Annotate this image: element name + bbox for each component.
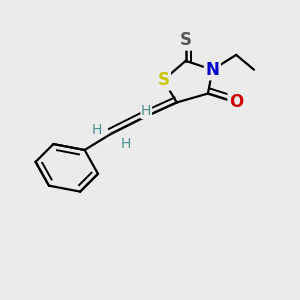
Text: H: H bbox=[92, 123, 102, 137]
Text: N: N bbox=[206, 61, 219, 79]
Text: O: O bbox=[229, 93, 243, 111]
Text: H: H bbox=[141, 104, 152, 118]
Text: S: S bbox=[180, 31, 192, 49]
Text: H: H bbox=[120, 137, 131, 151]
Text: S: S bbox=[158, 71, 169, 89]
